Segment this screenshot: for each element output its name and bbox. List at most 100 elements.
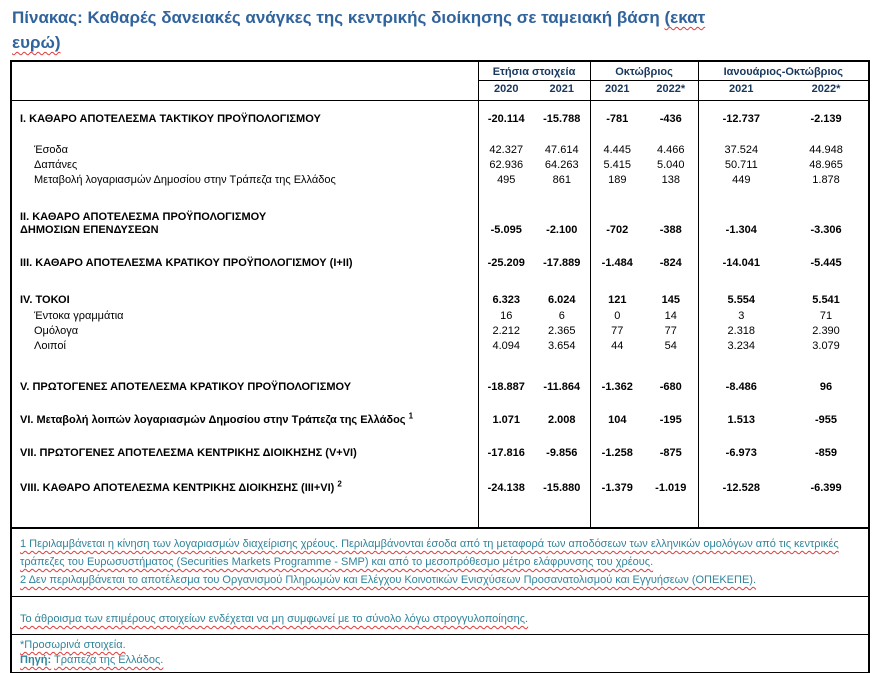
row-label: Ι. ΚΑΘΑΡΟ ΑΠΟΤΕΛΕΣΜΑ ΤΑΚΤΙΚΟΥ ΠΡΟΫΠΟΛΟΓΙ… bbox=[20, 113, 321, 125]
cell-value: -1.304 bbox=[697, 203, 785, 253]
cell-value: 121 bbox=[589, 286, 645, 309]
cell-value: 42.327 bbox=[477, 140, 534, 158]
cell-value: 16 bbox=[477, 309, 534, 324]
row-label: ΙΙ. ΚΑΘΑΡΟ ΑΠΟΤΕΛΕΣΜΑ ΠΡΟΫΠΟΛΟΓΙΣΜΟΥ ΔΗΜΟ… bbox=[20, 211, 267, 236]
title-unit-close: ευρώ) bbox=[12, 33, 61, 52]
cell-value: 3.654 bbox=[547, 340, 576, 352]
row-label: IV. ΤΟΚΟΙ bbox=[20, 294, 70, 306]
table-section-row: Ι. ΚΑΘΑΡΟ ΑΠΟΤΕΛΕΣΜΑ ΤΑΚΤΙΚΟΥ ΠΡΟΫΠΟΛΟΓΙ… bbox=[12, 100, 868, 140]
year-header: 2021 bbox=[534, 80, 591, 101]
row-label: VIII. ΚΑΘΑΡΟ ΑΠΟΤΕΛΕΣΜΑ ΚΕΝΤΡΙΚΗΣ ΔΙΟΙΚΗ… bbox=[20, 479, 342, 494]
row-label: Έντοκα γραμμάτια bbox=[34, 310, 124, 322]
cell-value: -824 bbox=[659, 257, 682, 269]
cell-value: -11.864 bbox=[543, 381, 581, 393]
cell-value: 6.323 bbox=[477, 286, 534, 309]
year-header: 2020 bbox=[477, 80, 534, 101]
cell-value: -20.114 bbox=[477, 100, 534, 140]
cell-value: 37.524 bbox=[697, 140, 785, 158]
provisional-note: *Προσωρινά στοιχεία. bbox=[20, 639, 126, 651]
cell-value: -875 bbox=[659, 447, 682, 459]
cell-value: 2.390 bbox=[812, 325, 840, 337]
cell-value: 47.614 bbox=[544, 144, 579, 156]
cell-value: -5.445 bbox=[810, 257, 842, 269]
cell-value: -6.399 bbox=[810, 482, 842, 494]
cell-value: -14.041 bbox=[697, 253, 785, 286]
data-table: Ετήσια στοιχεία Οκτώβριος Ιανουάριος-Οκτ… bbox=[12, 62, 869, 527]
cell-value: -8.486 bbox=[697, 373, 785, 410]
table-section-row: ΙΙΙ. ΚΑΘΑΡΟ ΑΠΟΤΕΛΕΣΜΑ ΚΡΑΤΙΚΟΥ ΠΡΟΫΠΟΛΟ… bbox=[12, 253, 868, 286]
table-header: Ετήσια στοιχεία Οκτώβριος Ιανουάριος-Οκτ… bbox=[12, 62, 869, 101]
cell-value: 5.541 bbox=[812, 294, 840, 306]
cell-value: -2.139 bbox=[810, 113, 842, 125]
cell-value: -859 bbox=[815, 447, 838, 459]
table-subrow: Έσοδα 42.327 47.614 4.445 4.466 37.524 44.948 bbox=[12, 140, 868, 158]
cell-value: -436 bbox=[659, 113, 682, 125]
cell-value: 0 bbox=[589, 309, 645, 324]
footnote-2: 2 Δεν περιλαμβάνεται το αποτέλεσμα του Ο… bbox=[20, 574, 757, 586]
table-section-row: VI. Μεταβολή λοιπών λογαριασμών Δημοσίου… bbox=[12, 410, 868, 443]
cell-value: -1.379 bbox=[589, 476, 645, 527]
cell-value: 6.024 bbox=[547, 294, 576, 306]
table-subrow: Λοιποί 4.094 3.654 44 54 3.234 3.079 bbox=[12, 339, 868, 373]
cell-value: 6 bbox=[558, 310, 565, 322]
cell-value: 96 bbox=[819, 381, 833, 393]
cell-value: 44 bbox=[589, 339, 645, 373]
cell-value: -12.737 bbox=[697, 100, 785, 140]
cell-value: 145 bbox=[661, 294, 680, 306]
cell-value: -3.306 bbox=[810, 224, 842, 236]
cell-value: 48.965 bbox=[809, 159, 843, 171]
cell-value: -15.880 bbox=[543, 482, 581, 494]
cell-value: -17.889 bbox=[543, 257, 581, 269]
cell-value: -1.019 bbox=[655, 482, 687, 494]
cell-value: 104 bbox=[589, 410, 645, 443]
cell-value: 50.711 bbox=[697, 158, 785, 173]
rounding-note-section: Το άθροισμα των επιμέρους στοιχείων ενδέ… bbox=[12, 596, 868, 634]
cell-value: -6.973 bbox=[697, 443, 785, 476]
cell-value: 3.234 bbox=[697, 339, 785, 373]
colgroup-jan-oct: Ιανουάριος-Οκτώβριος bbox=[697, 62, 869, 81]
cell-value: -15.788 bbox=[543, 113, 581, 125]
cell-value: 5.415 bbox=[589, 158, 645, 173]
cell-value: 2.318 bbox=[697, 324, 785, 339]
cell-value: 14 bbox=[664, 310, 677, 322]
cell-value: -680 bbox=[659, 381, 682, 393]
table-section-row: VII. ΠΡΩΤΟΓΕΝΕΣ ΑΠΟΤΕΛΕΣΜΑ ΚΕΝΤΡΙΚΗΣ ΔΙΟ… bbox=[12, 443, 868, 476]
row-label: Μεταβολή λογαριασμών Δημοσίου στην Τράπε… bbox=[34, 174, 336, 186]
cell-value: 64.263 bbox=[544, 159, 579, 171]
cell-value: 449 bbox=[697, 173, 785, 203]
table-subrow: Δαπάνες 62.936 64.263 5.415 5.040 50.711 48.96… bbox=[12, 158, 868, 173]
cell-value: 1.878 bbox=[812, 174, 840, 186]
table-body: Ι. ΚΑΘΑΡΟ ΑΠΟΤΕΛΕΣΜΑ ΤΑΚΤΙΚΟΥ ΠΡΟΫΠΟΛΟΓΙ… bbox=[12, 100, 868, 527]
table-subrow: Ομόλογα 2.212 2.365 77 77 2.318 2.390 bbox=[12, 324, 868, 339]
source-text: Τράπεζα της Ελλάδος. bbox=[54, 654, 164, 666]
source-section: *Προσωρινά στοιχεία. Πηγή: Τράπεζα της Ε… bbox=[12, 634, 868, 672]
title-unit-open: (εκατ bbox=[664, 8, 706, 27]
cell-value: 4.445 bbox=[589, 140, 645, 158]
year-header: 2021 bbox=[697, 80, 785, 101]
table-section-row: V. ΠΡΩΤΟΓΕΝΕΣ ΑΠΟΤΕΛΕΣΜΑ ΚΡΑΤΙΚΟΥ ΠΡΟΫΠΟ… bbox=[12, 373, 868, 410]
year-header: 2022* bbox=[644, 80, 699, 101]
cell-value: 3.079 bbox=[812, 340, 840, 352]
row-label: Δαπάνες bbox=[34, 159, 78, 171]
cell-value: -24.138 bbox=[477, 476, 534, 527]
table-section-row: VIII. ΚΑΘΑΡΟ ΑΠΟΤΕΛΕΣΜΑ ΚΕΝΤΡΙΚΗΣ ΔΙΟΙΚΗ… bbox=[12, 476, 868, 527]
cell-value: -388 bbox=[659, 224, 682, 236]
cell-value: -2.100 bbox=[546, 224, 578, 236]
cell-value: -5.095 bbox=[477, 203, 534, 253]
cell-value: 861 bbox=[552, 174, 571, 186]
row-label: Ομόλογα bbox=[34, 325, 79, 337]
cell-value: 2.212 bbox=[477, 324, 534, 339]
year-header: 2021 bbox=[589, 80, 645, 101]
cell-value: -955 bbox=[815, 414, 838, 426]
cell-value: -195 bbox=[659, 414, 682, 426]
cell-value: 189 bbox=[589, 173, 645, 203]
row-label: VII. ΠΡΩΤΟΓΕΝΕΣ ΑΠΟΤΕΛΕΣΜΑ ΚΕΝΤΡΙΚΗΣ ΔΙΟ… bbox=[20, 447, 357, 459]
row-label: ΙΙΙ. ΚΑΘΑΡΟ ΑΠΟΤΕΛΕΣΜΑ ΚΡΑΤΙΚΟΥ ΠΡΟΫΠΟΛΟ… bbox=[20, 257, 353, 269]
cell-value: 495 bbox=[477, 173, 534, 203]
cell-value: -17.816 bbox=[477, 443, 534, 476]
cell-value: -1.362 bbox=[589, 373, 645, 410]
cell-value: 4.466 bbox=[657, 144, 685, 156]
table-subrow: Μεταβολή λογαριασμών Δημοσίου στην Τράπε… bbox=[12, 173, 868, 203]
rounding-note: Το άθροισμα των επιμέρους στοιχείων ενδέ… bbox=[20, 613, 529, 625]
